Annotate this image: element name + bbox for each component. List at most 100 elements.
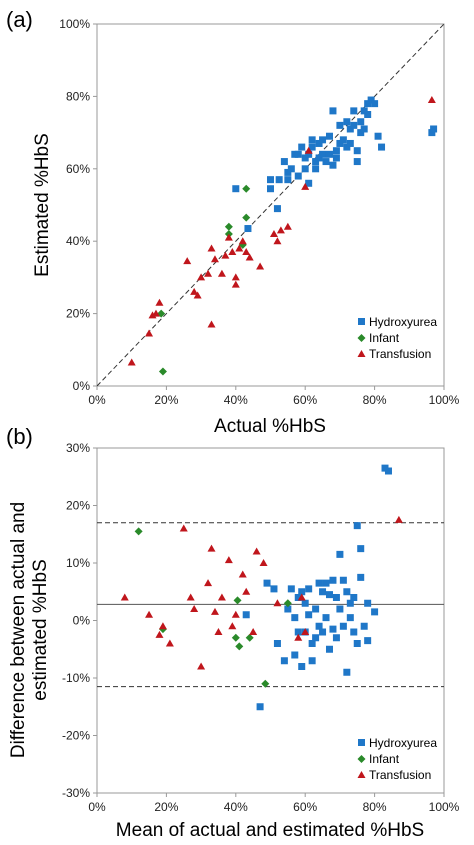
infant-point: [245, 633, 254, 642]
transfusion-point: [231, 280, 240, 288]
panel-b-y-axis-label-line-1: Difference between actual and: [8, 502, 29, 758]
legend-transfusion-label: Transfusion: [369, 768, 431, 782]
hydroxyurea-point: [301, 154, 309, 162]
hydroxyurea-point: [308, 640, 316, 647]
hydroxyurea-point: [371, 608, 379, 616]
hydroxyurea-point: [267, 185, 274, 193]
hydroxyurea-point: [305, 179, 313, 187]
transfusion-point: [394, 515, 403, 523]
transfusion-point: [210, 607, 219, 615]
hydroxyurea-point: [315, 622, 323, 630]
hydroxyurea-point: [346, 125, 354, 133]
infant-point: [158, 367, 167, 376]
infant-point: [231, 633, 240, 642]
y-tick-label: -20%: [62, 729, 90, 743]
panel-a-label: (a): [6, 7, 33, 32]
hydroxyurea-point: [263, 579, 271, 587]
hydroxyurea-point: [343, 588, 351, 596]
infant-point: [235, 642, 244, 651]
hydroxyurea-point: [353, 640, 361, 647]
transfusion-point: [242, 587, 251, 595]
legend-infant-marker: [357, 334, 366, 342]
hydroxyurea-point: [378, 143, 386, 151]
hydroxyurea-point: [371, 100, 379, 108]
hydroxyurea-point: [280, 657, 288, 665]
hydroxyurea-point: [329, 107, 337, 115]
transfusion-point: [207, 320, 216, 328]
hydroxyurea-point: [308, 143, 316, 151]
x-tick-label: 40%: [224, 800, 248, 814]
legend-infant-label: Infant: [369, 331, 400, 345]
panel-a-x-axis-label: Actual %HbS: [214, 416, 326, 437]
hydroxyurea-point: [287, 585, 295, 593]
hydroxyurea-point: [339, 622, 347, 630]
hydroxyurea-point: [298, 663, 306, 670]
x-tick-label: 60%: [293, 800, 317, 814]
panel-a-points: [127, 96, 438, 376]
y-tick-label: 0%: [73, 614, 91, 628]
hydroxyurea-point: [284, 168, 292, 176]
hydroxyurea-point: [312, 158, 320, 166]
hydroxyurea-point: [312, 165, 320, 173]
y-tick-label: 100%: [59, 17, 90, 31]
y-tick-label: -30%: [62, 786, 90, 800]
transfusion-point: [190, 287, 199, 295]
panel-a-y-axis-label: Estimated %HbS: [32, 133, 53, 277]
legend-hydroxyurea-marker: [358, 318, 365, 325]
x-tick-label: 80%: [363, 393, 387, 407]
hydroxyurea-point: [280, 158, 288, 166]
panel-a-y-ticks: 0% 20% 40% 60% 80% 100%: [59, 17, 97, 393]
y-tick-label: 20%: [66, 307, 90, 321]
hydroxyurea-point: [244, 225, 252, 233]
hydroxyurea-point: [305, 611, 313, 619]
panel-b-label: (b): [6, 424, 33, 449]
hydroxyurea-point: [287, 165, 295, 173]
transfusion-point: [155, 630, 164, 638]
hydroxyurea-point: [364, 599, 372, 607]
x-tick-label: 20%: [154, 393, 178, 407]
hydroxyurea-point: [312, 634, 320, 642]
transfusion-point: [179, 524, 188, 532]
transfusion-point: [294, 633, 303, 641]
infant-point: [134, 527, 143, 536]
hydroxyurea-point: [364, 637, 372, 645]
transfusion-point: [151, 309, 160, 317]
panel-b-scatter: (b) 0% 20% 40% 60% 80% 100% -30% -20% -10% 0% 10%…: [6, 424, 460, 841]
transfusion-point: [276, 226, 285, 234]
hydroxyurea-point: [291, 614, 299, 622]
legend-infant-label: Infant: [369, 752, 400, 766]
transfusion-point: [269, 229, 278, 237]
transfusion-point: [186, 593, 195, 601]
transfusion-point: [283, 222, 292, 230]
hydroxyurea-point: [343, 118, 351, 126]
transfusion-point: [297, 593, 306, 601]
transfusion-point: [158, 622, 167, 630]
transfusion-point: [207, 244, 216, 252]
transfusion-point: [228, 622, 237, 630]
x-tick-label: 100%: [429, 393, 460, 407]
hydroxyurea-point: [332, 147, 340, 155]
transfusion-point: [145, 329, 154, 337]
hydroxyurea-point: [350, 107, 358, 115]
hydroxyurea-point: [339, 136, 347, 144]
hydroxyurea-point: [325, 132, 333, 140]
hydroxyurea-point: [332, 154, 340, 162]
hydroxyurea-point: [270, 585, 278, 593]
y-tick-label: 10%: [66, 556, 90, 570]
hydroxyurea-point: [332, 634, 340, 642]
panel-b-x-axis-label: Mean of actual and estimated %HbS: [116, 820, 424, 841]
panel-a-scatter: (a) 0% 20% 40% 60% 80% 100% 0% 20% 40% 60% 80% 100…: [6, 7, 460, 437]
hydroxyurea-point: [353, 147, 361, 155]
hydroxyurea-point: [275, 176, 283, 184]
hydroxyurea-point: [357, 129, 365, 137]
hydroxyurea-point: [364, 100, 372, 108]
panel-b-y-axis-label-line-2: estimated %HbS: [30, 559, 51, 701]
infant-point: [283, 599, 292, 608]
hydroxyurea-point: [329, 576, 337, 584]
hydroxyurea-point: [346, 599, 354, 607]
transfusion-point: [145, 610, 154, 618]
transfusion-point: [252, 547, 261, 555]
transfusion-point: [120, 593, 129, 601]
hydroxyurea-point: [305, 150, 313, 158]
transfusion-point: [217, 593, 226, 601]
